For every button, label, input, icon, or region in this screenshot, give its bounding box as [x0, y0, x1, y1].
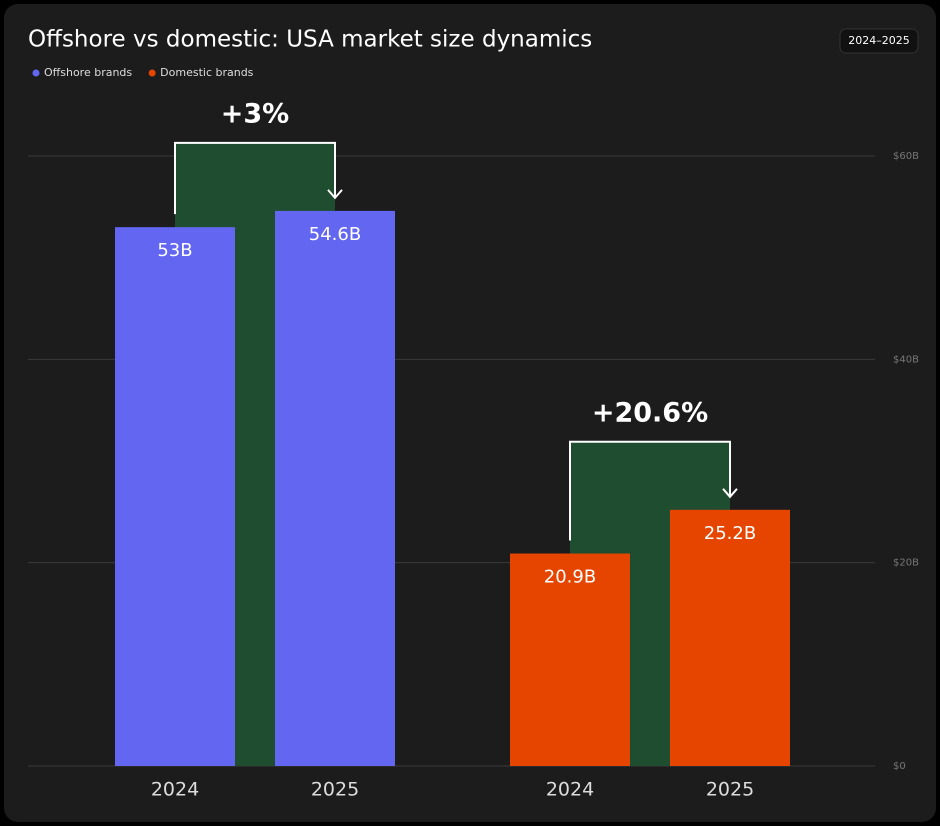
value-label: 54.6B	[309, 224, 361, 245]
x-tick-label: 2025	[311, 779, 359, 801]
value-label: 25.2B	[704, 523, 756, 544]
y-tick-label: $40B	[893, 354, 919, 365]
bar	[275, 210, 395, 766]
legend-dot	[148, 69, 156, 77]
period-badge	[839, 28, 919, 54]
legend-label: Domestic brands	[160, 66, 254, 79]
y-tick-label: $60B	[893, 151, 919, 162]
value-label: 20.9B	[544, 567, 596, 588]
bar	[670, 509, 790, 766]
change-arrow	[327, 189, 343, 200]
change-label: +3%	[221, 98, 289, 129]
period-label: 2024–2025	[848, 34, 910, 47]
x-tick-label: 2024	[546, 779, 594, 801]
legend-dot	[32, 69, 40, 77]
bar	[115, 227, 235, 766]
change-bracket	[569, 440, 731, 541]
change-label: +20.6%	[592, 397, 708, 428]
value-label: 53B	[157, 240, 192, 261]
legend-label: Offshore brands	[44, 66, 132, 79]
change-arrow	[722, 488, 738, 499]
y-tick-label: $20B	[893, 558, 919, 569]
bar	[510, 553, 630, 766]
x-tick-label: 2024	[151, 779, 199, 801]
change-bracket	[174, 141, 336, 215]
chart-title: Offshore vs domestic: USA market size dy…	[28, 27, 592, 53]
x-tick-label: 2025	[706, 779, 754, 801]
y-tick-label: $0	[893, 761, 906, 772]
